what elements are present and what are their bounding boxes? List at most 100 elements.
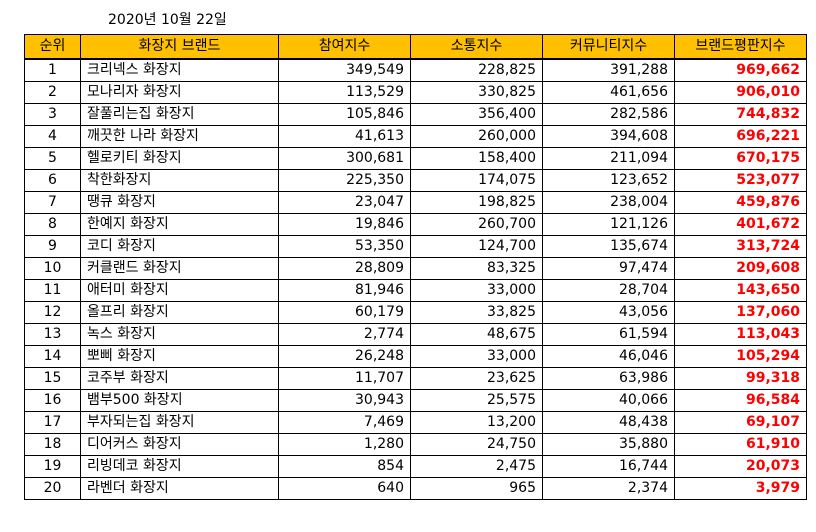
cell-reputation: 744,832 <box>674 102 807 126</box>
brand-reputation-table: 순위 화장지 브랜드 참여지수 소통지수 커뮤니티지수 브랜드평판지수 1 크리넥… <box>24 34 807 500</box>
header-communication: 소통지수 <box>410 34 543 60</box>
table-row: 4 깨끗한 나라 화장지 41,613 260,000 394,608 696,221 <box>24 124 807 148</box>
cell-community: 43,056 <box>542 300 675 324</box>
cell-brand: 코디 화장지 <box>80 234 279 258</box>
cell-reputation: 459,876 <box>674 190 807 214</box>
table-row: 5 헬로키티 화장지 300,681 158,400 211,094 670,175 <box>24 146 807 170</box>
cell-communication: 25,575 <box>410 388 543 412</box>
cell-brand: 녹스 화장지 <box>80 322 279 346</box>
cell-participation: 300,681 <box>278 146 411 170</box>
cell-community: 211,094 <box>542 146 675 170</box>
cell-brand: 헬로키티 화장지 <box>80 146 279 170</box>
table-body: 1 크리넥스 화장지 349,549 228,825 391,288 969,662 2 모나… <box>24 58 807 500</box>
cell-brand: 디어커스 화장지 <box>80 432 279 456</box>
cell-brand: 커클랜드 화장지 <box>80 256 279 280</box>
cell-rank: 7 <box>24 190 81 214</box>
cell-community: 97,474 <box>542 256 675 280</box>
cell-reputation: 906,010 <box>674 80 807 104</box>
cell-brand: 착한화장지 <box>80 168 279 192</box>
header-community: 커뮤니티지수 <box>542 34 675 60</box>
cell-brand: 모나리자 화장지 <box>80 80 279 104</box>
table-row: 3 잘풀리는집 화장지 105,846 356,400 282,586 744,832 <box>24 102 807 126</box>
cell-communication: 2,475 <box>410 454 543 478</box>
cell-participation: 28,809 <box>278 256 411 280</box>
cell-community: 123,652 <box>542 168 675 192</box>
cell-rank: 13 <box>24 322 81 346</box>
cell-reputation: 105,294 <box>674 344 807 368</box>
cell-community: 46,046 <box>542 344 675 368</box>
table-row: 12 올프리 화장지 60,179 33,825 43,056 137,060 <box>24 300 807 324</box>
header-rank: 순위 <box>24 34 81 60</box>
cell-brand: 올프리 화장지 <box>80 300 279 324</box>
cell-community: 61,594 <box>542 322 675 346</box>
cell-participation: 23,047 <box>278 190 411 214</box>
cell-reputation: 99,318 <box>674 366 807 390</box>
table-row: 2 모나리자 화장지 113,529 330,825 461,656 906,010 <box>24 80 807 104</box>
cell-communication: 24,750 <box>410 432 543 456</box>
cell-reputation: 670,175 <box>674 146 807 170</box>
cell-brand: 땡큐 화장지 <box>80 190 279 214</box>
cell-brand: 뽀삐 화장지 <box>80 344 279 368</box>
cell-reputation: 401,672 <box>674 212 807 236</box>
cell-participation: 26,248 <box>278 344 411 368</box>
cell-reputation: 209,608 <box>674 256 807 280</box>
cell-reputation: 523,077 <box>674 168 807 192</box>
cell-communication: 198,825 <box>410 190 543 214</box>
cell-reputation: 969,662 <box>674 58 807 82</box>
cell-community: 282,586 <box>542 102 675 126</box>
cell-brand: 뱀부500 화장지 <box>80 388 279 412</box>
cell-participation: 854 <box>278 454 411 478</box>
header-row: 순위 화장지 브랜드 참여지수 소통지수 커뮤니티지수 브랜드평판지수 <box>24 34 807 60</box>
table-row: 15 코주부 화장지 11,707 23,625 63,986 99,318 <box>24 366 807 390</box>
table-row: 7 땡큐 화장지 23,047 198,825 238,004 459,876 <box>24 190 807 214</box>
cell-community: 40,066 <box>542 388 675 412</box>
cell-participation: 640 <box>278 476 411 500</box>
table-row: 8 한예지 화장지 19,846 260,700 121,126 401,672 <box>24 212 807 236</box>
table-row: 1 크리넥스 화장지 349,549 228,825 391,288 969,662 <box>24 58 807 82</box>
cell-brand: 부자되는집 화장지 <box>80 410 279 434</box>
cell-communication: 174,075 <box>410 168 543 192</box>
cell-community: 48,438 <box>542 410 675 434</box>
cell-participation: 349,549 <box>278 58 411 82</box>
cell-brand: 깨끗한 나라 화장지 <box>80 124 279 148</box>
cell-rank: 8 <box>24 212 81 236</box>
cell-communication: 33,000 <box>410 344 543 368</box>
cell-rank: 10 <box>24 256 81 280</box>
cell-communication: 330,825 <box>410 80 543 104</box>
cell-rank: 17 <box>24 410 81 434</box>
report-date: 2020년 10월 22일 <box>108 12 227 28</box>
cell-communication: 228,825 <box>410 58 543 82</box>
cell-brand: 크리넥스 화장지 <box>80 58 279 82</box>
cell-participation: 11,707 <box>278 366 411 390</box>
cell-community: 2,374 <box>542 476 675 500</box>
cell-participation: 1,280 <box>278 432 411 456</box>
header-reputation: 브랜드평판지수 <box>674 34 807 60</box>
cell-rank: 15 <box>24 366 81 390</box>
header-participation: 참여지수 <box>278 34 411 60</box>
cell-rank: 2 <box>24 80 81 104</box>
table-row: 18 디어커스 화장지 1,280 24,750 35,880 61,910 <box>24 432 807 456</box>
cell-reputation: 143,650 <box>674 278 807 302</box>
cell-communication: 13,200 <box>410 410 543 434</box>
table-row: 14 뽀삐 화장지 26,248 33,000 46,046 105,294 <box>24 344 807 368</box>
cell-reputation: 696,221 <box>674 124 807 148</box>
cell-participation: 7,469 <box>278 410 411 434</box>
cell-brand: 한예지 화장지 <box>80 212 279 236</box>
cell-rank: 18 <box>24 432 81 456</box>
cell-communication: 356,400 <box>410 102 543 126</box>
header-brand: 화장지 브랜드 <box>80 34 279 60</box>
cell-brand: 라벤더 화장지 <box>80 476 279 500</box>
cell-rank: 6 <box>24 168 81 192</box>
cell-participation: 30,943 <box>278 388 411 412</box>
table-row: 11 애터미 화장지 81,946 33,000 28,704 143,650 <box>24 278 807 302</box>
cell-community: 35,880 <box>542 432 675 456</box>
cell-reputation: 20,073 <box>674 454 807 478</box>
table-row: 9 코디 화장지 53,350 124,700 135,674 313,724 <box>24 234 807 258</box>
cell-participation: 105,846 <box>278 102 411 126</box>
cell-participation: 225,350 <box>278 168 411 192</box>
cell-reputation: 3,979 <box>674 476 807 500</box>
cell-rank: 1 <box>24 58 81 82</box>
cell-rank: 20 <box>24 476 81 500</box>
table-row: 10 커클랜드 화장지 28,809 83,325 97,474 209,608 <box>24 256 807 280</box>
cell-communication: 48,675 <box>410 322 543 346</box>
